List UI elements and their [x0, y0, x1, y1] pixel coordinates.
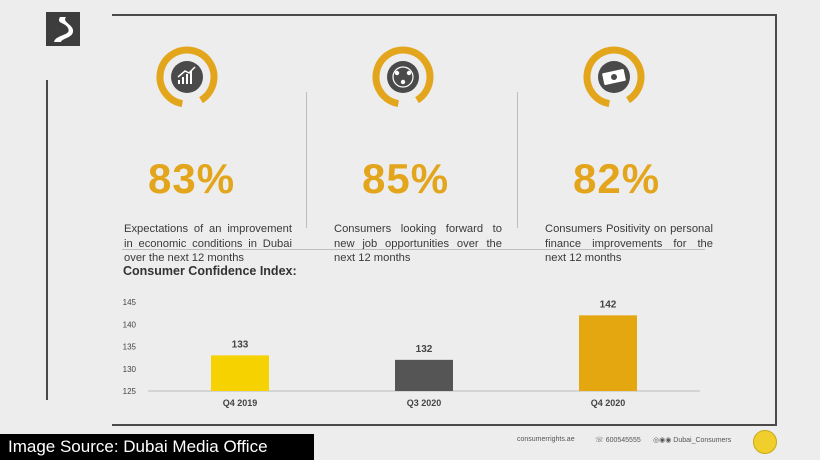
bar-value-label: 133	[232, 339, 249, 350]
y-tick-label: 135	[123, 343, 137, 352]
bar-q4-2020	[579, 315, 637, 391]
brand-logo	[46, 12, 80, 46]
divider	[517, 92, 518, 228]
stat-description: Expectations of an improvement in econom…	[124, 223, 292, 264]
frame-top-border	[112, 14, 776, 16]
consumer-confidence-chart: 125 130 135 140 145 133 Q4 2019 132 Q3 2020 142 Q4…	[123, 298, 700, 408]
bar-q4-2019	[211, 355, 269, 391]
stat-percentage: 83%	[148, 155, 236, 202]
x-tick-label: Q4 2019	[223, 398, 258, 408]
x-tick-label: Q4 2020	[591, 398, 626, 408]
x-tick-label: Q3 2020	[407, 398, 442, 408]
stat-description: Consumers looking forward to new job opp…	[334, 223, 502, 264]
section-divider	[122, 249, 705, 250]
frame-right-border	[775, 14, 777, 425]
stat-description: Consumers Positivity on personal finance…	[545, 223, 713, 264]
chart-title: Consumer Confidence Index:	[123, 264, 297, 278]
footer-phone-number: 600545555	[605, 437, 641, 444]
bar-value-label: 142	[600, 299, 617, 310]
footer-social[interactable]: ◎◉◉ Dubai_Consumers	[653, 436, 731, 444]
y-tick-label: 130	[123, 365, 137, 374]
bar-value-label: 132	[416, 344, 433, 355]
banknote-icon	[583, 46, 645, 108]
stat-percentage: 85%	[362, 155, 450, 202]
growth-chart-icon	[156, 46, 218, 108]
y-tick-label: 125	[123, 387, 137, 396]
phone-icon: ☏	[595, 437, 606, 444]
people-network-icon	[372, 46, 434, 108]
frame-bottom-border	[112, 424, 777, 426]
divider	[306, 92, 307, 228]
y-tick-label: 140	[123, 320, 137, 329]
stat-percentage: 82%	[573, 155, 661, 202]
footer-phone: ☏ 600545555	[595, 436, 641, 444]
footer-social-handle: Dubai_Consumers	[673, 437, 732, 444]
image-source-banner: Image Source: Dubai Media Office	[0, 434, 314, 460]
y-tick-label: 145	[123, 298, 137, 307]
seal-logo	[753, 430, 777, 454]
bar-q3-2020	[395, 359, 453, 391]
frame-left-border	[46, 80, 48, 400]
social-icons: ◎◉◉	[653, 437, 674, 444]
footer-website[interactable]: consumerrights.ae	[517, 436, 575, 443]
